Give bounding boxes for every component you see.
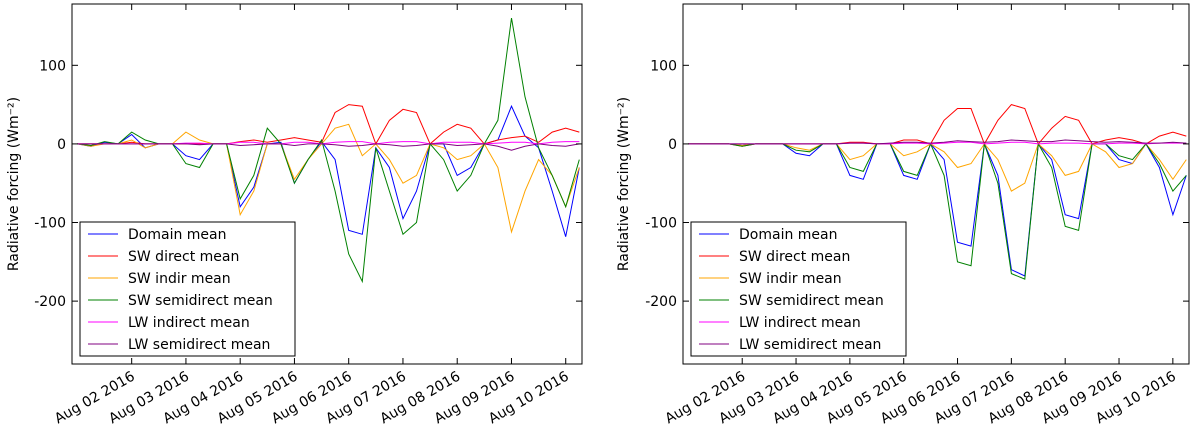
y-tick-label: -100 [34, 216, 66, 232]
y-tick-label: 100 [650, 58, 677, 74]
legend-label: Domain mean [128, 227, 226, 243]
legend: Domain mean SW direct mean SW indir mean SW… [79, 221, 296, 357]
legend-label: SW indir mean [128, 271, 231, 287]
legend-label: SW direct mean [128, 249, 239, 265]
axes-frame [71, 3, 583, 365]
legend: Domain mean SW direct mean SW indir mean SW… [690, 221, 907, 357]
y-tick-label: 100 [39, 58, 66, 74]
y-tick-label: -200 [34, 294, 66, 310]
legend-label: LW semidirect mean [128, 337, 270, 353]
legend-label: SW semidirect mean [128, 293, 273, 309]
legend-label: SW semidirect mean [739, 293, 884, 309]
legend-label: SW indir mean [739, 271, 842, 287]
series-line [77, 104, 580, 237]
legend-label: SW direct mean [739, 249, 850, 265]
legend-label: LW indirect mean [128, 315, 250, 331]
series-line [688, 104, 1187, 147]
series-line [77, 123, 580, 234]
axes-frame [682, 3, 1190, 365]
series-line [77, 143, 580, 151]
y-axis-label: Radiative forcing (Wm⁻²) [6, 97, 22, 271]
y-axis-label: Radiative forcing (Wm⁻²) [616, 97, 632, 271]
legend-label: LW semidirect mean [739, 337, 881, 353]
legend-label: Domain mean [739, 227, 837, 243]
legend-box [79, 221, 296, 357]
y-tick-label: 0 [57, 137, 66, 153]
legend-box [690, 221, 907, 357]
y-tick-label: -200 [645, 294, 677, 310]
series-line [688, 139, 1187, 145]
legend-label: LW indirect mean [739, 315, 861, 331]
y-tick-label: -100 [645, 216, 677, 232]
y-tick-label: 0 [668, 137, 677, 153]
